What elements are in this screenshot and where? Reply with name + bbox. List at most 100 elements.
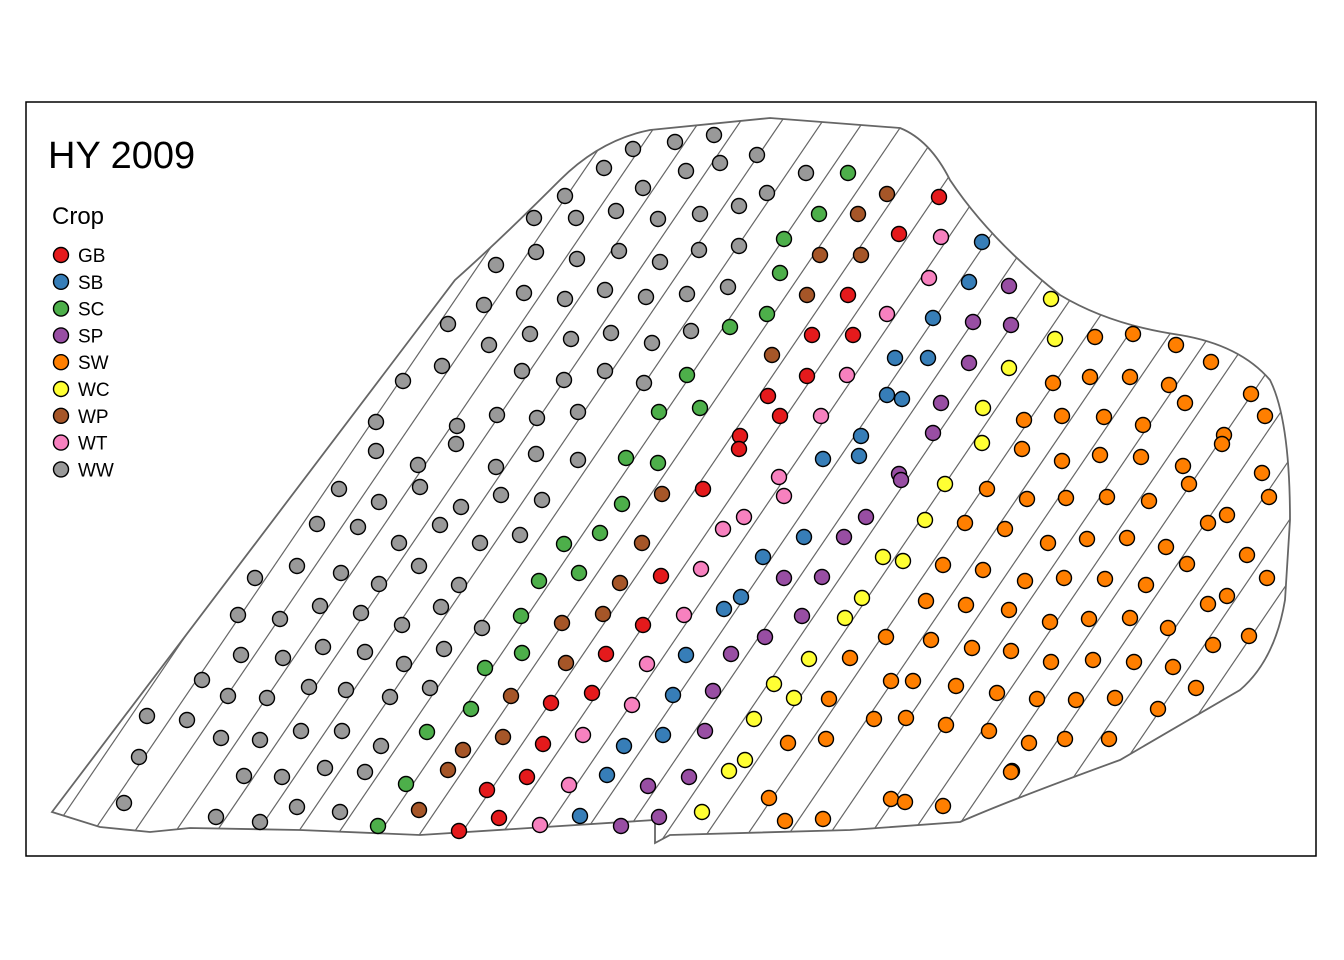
plot-point-wt [714,520,732,538]
strip-line [982,118,1290,843]
plot-point-ww [567,209,585,227]
plot-point-sw [817,730,835,748]
plot-point-ww [356,763,374,781]
plot-point-sb [664,686,682,704]
plot-point-sw [1125,653,1143,671]
plot-point-ww [511,526,529,544]
plot-point-wp [557,654,575,672]
plot-point-sc [513,644,531,662]
plot-point-ww [356,643,374,661]
plot-point-ww [521,325,539,343]
plot-point-ww [487,256,505,274]
plot-point-ww [475,296,493,314]
plot-point-sp [650,808,668,826]
plot-point-ww [527,243,545,261]
plot-point-sb [878,386,896,404]
plot-point-sw [1091,446,1109,464]
plot-point-sw [1028,690,1046,708]
plot-point-sw [957,596,975,614]
plot-point-ww [432,598,450,616]
plot-point-sp [924,424,942,442]
plot-point-sw [1256,407,1274,425]
plot-point-sw [1218,587,1236,605]
plot-point-sb [973,233,991,251]
plot-point-sw [917,592,935,610]
plot-point-sw [1176,394,1194,412]
plot-point-sw [963,639,981,657]
plot-point-ww [288,557,306,575]
plot-point-ww [311,597,329,615]
plot-point-sp [722,645,740,663]
plot-point-sp [960,354,978,372]
strip-line [285,118,797,843]
plot-point-sc [530,572,548,590]
plot-point-sc [839,164,857,182]
plot-point-wt [574,726,592,744]
legend-swatch [52,273,70,290]
strip-line [1023,118,1290,843]
plot-point-ww [569,451,587,469]
plot-point-ww [138,707,156,725]
plot-point-sw [1056,730,1074,748]
plot-point-sw [1086,328,1104,346]
plot-point-ww [316,759,334,777]
plot-point-ww [513,362,531,380]
plot-point-sw [1098,488,1116,506]
plot-point-ww [390,534,408,552]
plot-point-ww [637,288,655,306]
plot-point-sp [1002,316,1020,334]
plot-point-wt [932,228,950,246]
plot-point-sp [964,313,982,331]
plot-point-sw [1121,368,1139,386]
plot-point-sw [896,793,914,811]
plot-point-wp [594,605,612,623]
plot-point-sp [813,568,831,586]
plot-point-sw [1242,385,1260,403]
plot-point-gb [478,781,496,799]
plot-point-ww [634,179,652,197]
legend-item-ww: WW [52,460,114,481]
legend-label: WC [78,380,110,401]
plot-point-sc [650,403,668,421]
plot-point-sw [1057,489,1075,507]
plot-point-ww [528,409,546,427]
plot-point-ww [410,557,428,575]
plot-point-sc [369,817,387,835]
plot-point-sb [754,548,772,566]
plot-point-wp [763,346,781,364]
plot-point-wp [502,687,520,705]
plot-point-ww [556,187,574,205]
plot-point-sw [1041,613,1059,631]
plot-point-ww [555,371,573,389]
plot-point-sb [850,447,868,465]
plot-point-wc [1000,359,1018,377]
strip-line [408,118,920,843]
plot-point-sw [1204,636,1222,654]
plot-point-sw [1015,411,1033,429]
legend-label: GB [78,246,105,267]
plot-point-sw [1157,538,1175,556]
plot-point-ww [690,241,708,259]
plot-point-ww [367,442,385,460]
plot-point-wp [849,205,867,223]
legend-title: Crop [52,203,104,230]
plot-point-sc [418,723,436,741]
plot-point-sb [852,427,870,445]
plot-point-ww [292,722,310,740]
plot-point-sb [960,273,978,291]
plot-point-sw [1213,435,1231,453]
legend-label: WT [78,434,108,455]
legend-item-sc: SC [52,300,104,321]
plot-point-wt [735,508,753,526]
legend-item-wc: WC [52,380,110,401]
plot-point-ww [748,146,766,164]
plot-point-ww [651,253,669,271]
plot-point-wt [675,606,693,624]
plot-point-sc [691,399,709,417]
plot-point-sw [841,649,859,667]
plot-point-sw [1020,734,1038,752]
plot-point-wp [454,741,472,759]
plot-point-wc [765,675,783,693]
plot-point-ww [130,748,148,766]
plot-point-sw [1013,440,1031,458]
